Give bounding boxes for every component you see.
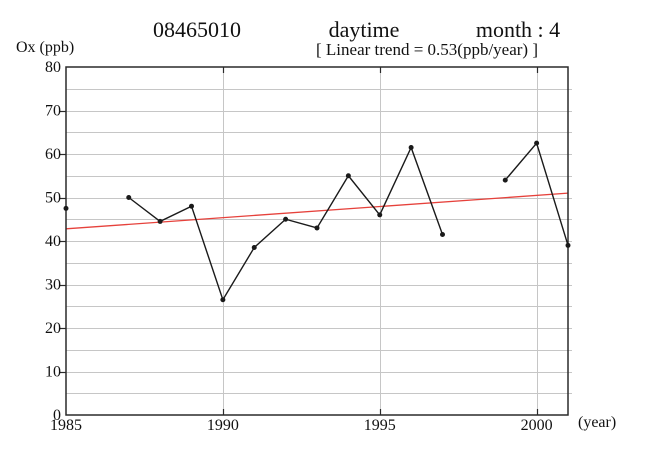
data-point — [157, 218, 163, 224]
data-point — [314, 225, 320, 231]
data-point — [345, 173, 351, 179]
horizontal-gridlines — [66, 89, 568, 394]
trend-line — [65, 192, 569, 230]
y-tick-label: 10 — [45, 364, 61, 381]
x-tick-label: 1985 — [50, 417, 82, 434]
data-point — [220, 297, 226, 303]
data-markers — [63, 140, 571, 303]
tick-labels: 0 10 20 30 40 50 60 70 80 1985 1990 1995 2000 — [45, 59, 553, 434]
data-point — [189, 203, 194, 209]
y-tick-label: 0 — [53, 407, 61, 424]
y-tick-label: 80 — [45, 59, 61, 76]
period-title: daytime — [328, 17, 400, 42]
month-title: month : 4 — [475, 17, 561, 42]
data-point — [283, 216, 289, 222]
y-tick-label: 50 — [45, 190, 61, 207]
data-point — [565, 242, 571, 248]
y-tick-label: 60 — [45, 146, 61, 163]
series-segment — [128, 145, 444, 302]
x-tick-label: 1995 — [364, 417, 396, 434]
x-tick-label: 2000 — [521, 417, 553, 434]
data-point — [502, 177, 508, 183]
major-ticks — [60, 67, 539, 415]
data-point — [408, 144, 414, 150]
x-tick-label: 1990 — [207, 417, 239, 434]
y-tick-label: 30 — [45, 277, 61, 294]
y-tick-label: 40 — [45, 233, 61, 250]
y-axis-label: Ox (ppb) — [16, 39, 75, 56]
vertical-gridlines — [223, 67, 538, 415]
data-point — [63, 205, 69, 211]
data-point — [377, 212, 383, 218]
data-series — [128, 141, 569, 302]
x-axis-label: (year) — [578, 414, 617, 431]
data-point — [440, 231, 445, 237]
y-tick-label: 70 — [45, 103, 61, 120]
data-point — [251, 245, 257, 251]
linear-trend-subtitle: [ Linear trend = 0.53(ppb/year) ] — [316, 40, 538, 59]
data-point — [534, 140, 540, 146]
station-id-title: 08465010 — [153, 17, 241, 42]
data-point — [126, 195, 132, 200]
y-tick-label: 20 — [45, 320, 61, 337]
